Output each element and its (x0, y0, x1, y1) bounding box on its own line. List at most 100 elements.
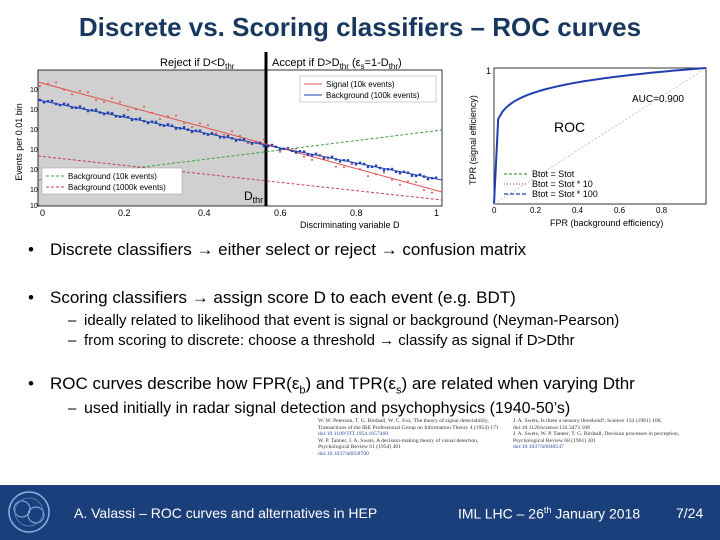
signal-point (431, 191, 433, 194)
sub-dash: – (68, 332, 77, 349)
signal-point (119, 101, 121, 104)
signal-point (399, 183, 401, 186)
refs-left: W. W. Peterson, T. G. Birdsall, W. C. Fo… (318, 418, 503, 457)
background-point (162, 124, 166, 127)
roc-auc: AUC=0.900 (632, 94, 684, 105)
background-point (358, 161, 362, 165)
background-point (314, 152, 318, 156)
ytick-label: 10 (30, 167, 38, 174)
sub-dash: – (68, 312, 77, 329)
bullet-2-sub-1: – ideally related to likelihood that eve… (68, 312, 619, 329)
background-point (402, 170, 406, 173)
signal-point (111, 97, 113, 100)
background-point (238, 138, 242, 141)
background-point (242, 138, 246, 141)
footer-author: A. Valassi – ROC curves and alternatives… (74, 505, 378, 521)
signal-point (175, 114, 177, 117)
signal-point (103, 101, 105, 104)
xtick-label: 0 (40, 208, 45, 218)
legend-bg1000k: Background (1000k events) (68, 183, 166, 192)
bullet-3-sub-1-text: used initially in radar signal detection… (84, 400, 571, 417)
signal-point (167, 115, 169, 118)
signal-point (39, 85, 41, 87)
background-point (258, 141, 262, 145)
references: W. W. Peterson, T. G. Birdsall, W. C. Fo… (318, 418, 698, 478)
signal-point (271, 145, 273, 148)
bullet-dot: • (28, 374, 34, 393)
background-point (294, 151, 298, 154)
ref-line[interactable]: doi:10.1037/h0058700 (318, 450, 369, 457)
background-point (86, 109, 90, 113)
hist-xlabel: Discriminating variable D (300, 220, 400, 230)
background-point (126, 115, 130, 119)
background-point (114, 115, 118, 118)
roc-label: ROC (554, 119, 585, 135)
background-point (390, 167, 394, 171)
background-point (90, 109, 94, 112)
signal-point (47, 82, 49, 85)
signal-point (79, 89, 81, 92)
bullet-2-sub-2-text: from scoring to discrete: choose a thres… (84, 332, 575, 349)
signal-point (279, 150, 281, 153)
background-point (42, 101, 46, 104)
background-point (410, 174, 414, 177)
bullet-1-text: Discrete classifiers → either select or … (50, 240, 527, 259)
signal-point (183, 122, 185, 125)
background-point (202, 132, 206, 135)
background-point (50, 99, 54, 103)
background-point (270, 143, 274, 147)
background-point (194, 129, 198, 132)
background-point (226, 134, 230, 138)
plot-frame (37, 69, 443, 207)
background-point (230, 137, 234, 140)
roc-xtick: 0.6 (614, 206, 626, 215)
background-point (298, 150, 302, 153)
signal-point (63, 88, 65, 91)
background-point (70, 106, 74, 109)
reject-label: Reject if D<Dthr (160, 57, 235, 71)
background-point (122, 114, 126, 117)
histogram-figure: Reject if D<Dthr Accept if D>Dthr (εs=1-… (10, 52, 456, 232)
background-point (234, 139, 238, 142)
ref-line[interactable]: doi:10.1037/h0040547 (513, 444, 564, 450)
signal-point (263, 138, 265, 141)
background-point (62, 102, 66, 105)
background-point (118, 115, 122, 118)
signal-point (255, 140, 257, 143)
roc-curve (493, 67, 707, 205)
background-point (58, 103, 62, 107)
background-point (422, 175, 426, 178)
background-point (134, 118, 138, 121)
signal-point (375, 173, 377, 176)
footer-bar: A. Valassi – ROC curves and alternatives… (0, 485, 720, 540)
background-point (222, 136, 226, 139)
ref-line[interactable]: doi:10.1109/TIT.1954.1057460 (318, 431, 389, 437)
background-point (166, 123, 170, 126)
background-point (418, 173, 422, 176)
roc-xtick: 0.2 (530, 206, 542, 215)
background-point (274, 145, 278, 149)
signal-point (391, 178, 393, 181)
histogram-svg: Reject if D<Dthr Accept if D>Dthr (εs=1-… (14, 52, 443, 230)
background-point (74, 106, 78, 109)
background-point (394, 170, 398, 174)
signal-point (223, 133, 225, 136)
signal-point (95, 99, 97, 102)
background-point (154, 120, 158, 124)
background-point (386, 168, 390, 171)
legend-bg10k: Background (10k events) (68, 172, 157, 181)
xtick-label: 0.6 (274, 208, 287, 218)
background-point (338, 160, 342, 163)
signal-point (71, 93, 73, 96)
background-point (306, 153, 310, 156)
signal-point (127, 108, 129, 111)
signal-point (287, 147, 289, 150)
background-point (82, 107, 86, 110)
signal-point (87, 91, 89, 94)
background-point (54, 102, 58, 106)
bullet-dot: • (28, 288, 34, 307)
background-point (138, 117, 142, 120)
background-point (354, 163, 358, 166)
hist-legend-bottom (41, 167, 183, 195)
xtick-label: 1 (434, 208, 439, 218)
